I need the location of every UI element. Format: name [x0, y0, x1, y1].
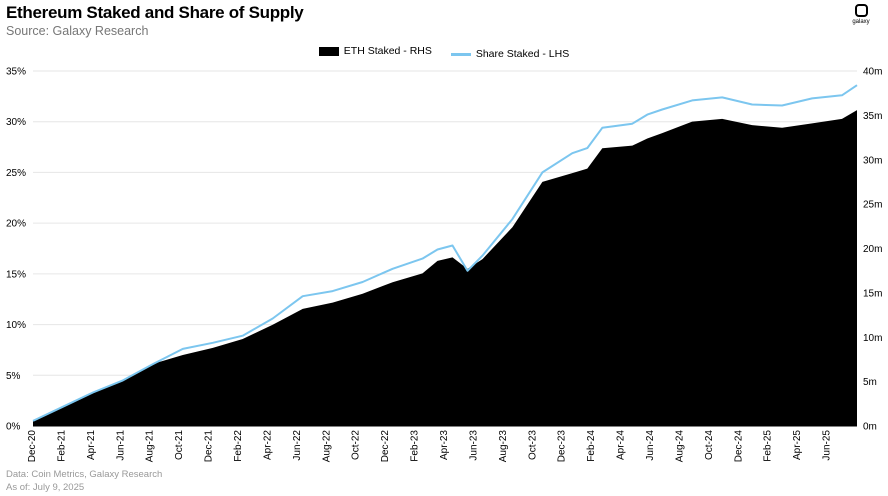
right-axis-tick-label: 40m: [863, 67, 882, 78]
right-axis-tick-label: 5m: [863, 377, 877, 388]
x-axis-tick-label: Feb-22: [233, 430, 244, 462]
series-share-staked-line: [32, 84, 858, 422]
x-axis-tick-label: Dec-23: [557, 430, 568, 463]
right-axis-tick-label: 20m: [863, 244, 882, 255]
galaxy-logo: galaxy: [846, 4, 876, 25]
x-axis-tick-label: Feb-25: [763, 430, 774, 462]
left-axis-tick-label: 10%: [6, 320, 26, 331]
x-axis-tick-label: Aug-22: [321, 430, 332, 463]
x-axis-tick-label: Dec-20: [27, 430, 38, 463]
x-axis-tick-label: Jun-25: [822, 430, 833, 461]
x-axis-tick-label: Oct-21: [174, 430, 185, 460]
x-axis-tick-label: Oct-24: [704, 430, 715, 460]
legend-swatch-share-staked: [450, 52, 471, 56]
x-axis: Dec-20 Feb-21 Apr-21 Jun-21 Aug-21 Oct-21 Dec-…: [27, 430, 833, 463]
right-axis-tick-label: 0m: [863, 422, 877, 433]
x-axis-tick-label: Dec-22: [380, 430, 391, 463]
x-axis-tick-label: Feb-23: [410, 430, 421, 462]
galaxy-logo-text: galaxy: [852, 19, 870, 25]
series-eth-staked-area: [33, 110, 857, 426]
x-axis-tick-label: Aug-21: [145, 430, 156, 463]
plot-area: [32, 84, 858, 427]
right-axis-tick-label: 15m: [863, 288, 882, 299]
left-axis-tick-label: 20%: [6, 219, 26, 230]
x-axis-tick-label: Dec-24: [733, 430, 744, 463]
legend-label-share-staked: Share Staked - LHS: [475, 48, 570, 60]
right-axis-tick-label: 10m: [863, 333, 882, 344]
x-axis-tick-label: Feb-24: [586, 430, 597, 462]
galaxy-logo-icon: [854, 4, 868, 17]
right-axis-tick-label: 25m: [863, 200, 882, 211]
legend-label-eth-staked: ETH Staked - RHS: [343, 45, 432, 57]
right-axis-tick-label: 30m: [863, 155, 882, 166]
footer-data-source: Data: Coin Metrics, Galaxy Research: [6, 469, 163, 480]
left-axis-tick-label: 35%: [6, 67, 26, 78]
chart-title: Ethereum Staked and Share of Supply: [6, 3, 304, 22]
chart-subtitle: Source: Galaxy Research: [6, 24, 149, 38]
legend-item-eth-staked: ETH Staked - RHS: [318, 45, 432, 57]
x-axis-tick-label: Apr-22: [262, 430, 273, 460]
legend-item-share-staked: Share Staked - LHS: [450, 48, 570, 60]
x-axis-tick-label: Oct-22: [351, 430, 362, 460]
x-axis-tick-label: Apr-23: [439, 430, 450, 460]
left-axis-tick-label: 25%: [6, 168, 26, 179]
x-axis-tick-label: Feb-21: [56, 430, 67, 462]
x-axis-tick-label: Jun-24: [645, 430, 656, 461]
left-axis: 0% 5% 10% 15% 20% 25% 30% 35%: [6, 67, 26, 433]
x-axis-tick-label: Aug-23: [498, 430, 509, 463]
x-axis-tick-label: Apr-21: [86, 430, 97, 460]
right-axis-tick-label: 35m: [863, 111, 882, 122]
x-axis-tick-label: Aug-24: [674, 430, 685, 463]
x-axis-tick-label: Oct-23: [527, 430, 538, 460]
x-axis-tick-label: Jun-23: [468, 430, 479, 461]
x-axis-tick-label: Apr-24: [616, 430, 627, 460]
left-axis-tick-label: 30%: [6, 117, 26, 128]
x-axis-tick-label: Jun-22: [292, 430, 303, 461]
left-axis-tick-label: 15%: [6, 269, 26, 280]
right-axis: 0m 5m 10m 15m 20m 25m 30m 35m 40m: [863, 67, 882, 433]
footer-as-of-date: As of: July 9, 2025: [6, 482, 85, 493]
left-axis-tick-label: 0%: [6, 422, 21, 433]
chart-legend: ETH Staked - RHS Share Staked - LHS: [0, 45, 888, 60]
x-axis-tick-label: Dec-21: [204, 430, 215, 463]
x-axis-tick-label: Jun-21: [115, 430, 126, 461]
x-axis-tick-label: Apr-25: [792, 430, 803, 460]
left-axis-tick-label: 5%: [6, 371, 21, 382]
legend-swatch-eth-staked: [318, 46, 339, 56]
